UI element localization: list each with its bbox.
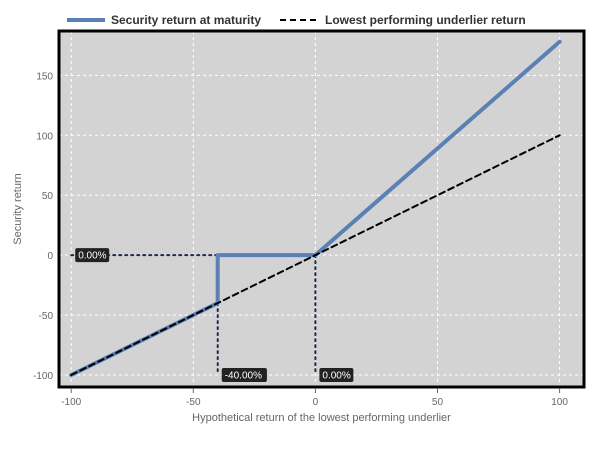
y-axis-title: Security return: [12, 173, 24, 245]
legend-label-security: Security return at maturity: [111, 13, 261, 27]
y-tick-label: 150: [36, 71, 53, 82]
axes: -100 -50 0 50 100 -100 -50 0 50 100 150 Hypothetica…: [12, 71, 568, 424]
series-line-underlier-return: [70, 134, 561, 376]
y-tick-label: -100: [33, 371, 53, 382]
x-tick-label: -100: [61, 397, 81, 408]
x-axis-title: Hypothetical return of the lowest perfor…: [192, 412, 451, 424]
plot-frame: [57, 29, 586, 389]
annotation-box-1: [75, 248, 110, 263]
x-tick-label: 0: [313, 397, 319, 408]
series-lines: [69, 39, 562, 377]
plot-area: [59, 31, 584, 387]
annotation-label-2: -40.00%: [225, 371, 262, 382]
x-tick-label: 100: [551, 397, 568, 408]
y-tick-label: 0: [47, 251, 53, 262]
y-tick-label: 50: [42, 191, 54, 202]
annotation-label-1: 0.00%: [78, 251, 106, 262]
annotation-label-3: 0.00%: [322, 371, 350, 382]
series-line-security-return: [69, 39, 562, 377]
annotation-box-3: [319, 368, 354, 383]
legend-label-underlier: Lowest performing underlier return: [325, 13, 526, 27]
x-tick-label: -50: [186, 397, 201, 408]
y-tick-label: -50: [39, 311, 54, 322]
legend: Security return at maturity Lowest perfor…: [67, 13, 526, 27]
x-tick-label: 50: [432, 397, 444, 408]
y-tick-label: 100: [36, 131, 53, 142]
annotation-box-2: [221, 368, 267, 383]
annotations: 0.00% -40.00% 0.00%: [75, 248, 354, 383]
